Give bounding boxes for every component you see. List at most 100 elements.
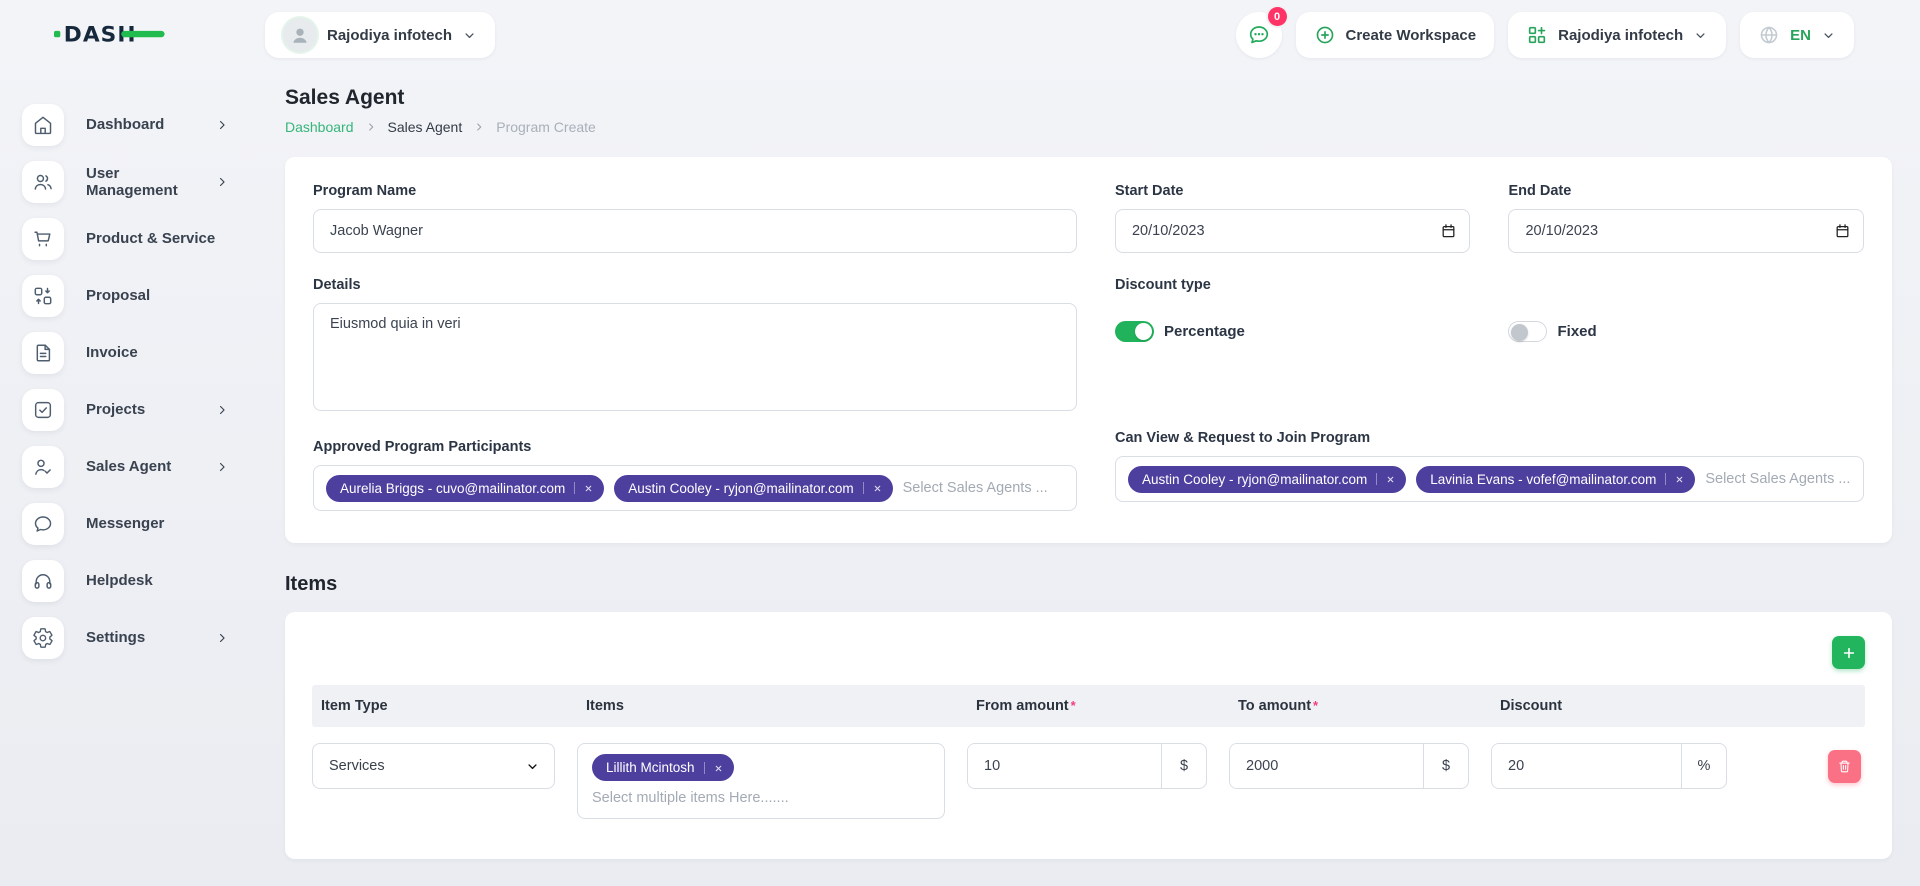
can-view-label: Can View & Request to Join Program (1114, 430, 1371, 446)
remove-tag-icon[interactable] (574, 482, 604, 494)
sidebar-item-projects[interactable]: Projects (22, 381, 265, 438)
details-label: Details (313, 277, 361, 293)
column-header-to-amount: To amount * (1238, 698, 1319, 714)
header-actions: 0 Create Workspace Rajodiya infotech EN (1235, 7, 1854, 58)
breadcrumb-dashboard-link[interactable]: Dashboard (285, 119, 354, 135)
item-type-select[interactable]: Services (312, 743, 555, 789)
page-title: Sales Agent (285, 86, 405, 109)
required-asterisk: * (1070, 698, 1076, 713)
approved-participants-label: Approved Program Participants (313, 439, 532, 455)
discount-type-label: Discount type (1114, 277, 1211, 293)
workspace-selector[interactable]: Rajodiya infotech (265, 12, 496, 58)
add-item-row-button[interactable] (1832, 636, 1865, 669)
to-amount-input[interactable] (1230, 744, 1423, 788)
discount-unit: % (1681, 744, 1726, 788)
can-view-multiselect[interactable]: Austin Cooley - ryjon@mailinator.com Lav… (1114, 456, 1864, 502)
remove-tag-icon[interactable] (862, 482, 893, 494)
language-switcher[interactable]: EN (1740, 12, 1854, 58)
details-textarea[interactable]: Eiusmod quia in veri (313, 303, 1077, 411)
items-card: Item Type Items From amount * To amount * … (285, 612, 1892, 859)
sidebar-item-messenger[interactable]: Messenger (22, 495, 265, 552)
items-table-header: Item Type Items From amount * To amount * … (312, 685, 1865, 727)
sidebar-item-invoice[interactable]: Invoice (22, 324, 265, 381)
required-asterisk: * (1313, 698, 1319, 713)
create-workspace-button[interactable]: Create Workspace (1295, 12, 1495, 58)
chevron-down-icon (1821, 28, 1836, 43)
breadcrumb-current: Program Create (496, 119, 596, 135)
selected-item-tag: Lillith Mcintosh (592, 754, 734, 781)
sidebar-item-user-management[interactable]: User Management (22, 153, 265, 210)
items-table-row: Services Lillith Mcintosh Select multipl… (312, 743, 1865, 819)
from-amount-unit: $ (1161, 744, 1206, 788)
multiselect-placeholder: Select Sales Agents ... (902, 480, 1048, 496)
main-content: Sales Agent Dashboard Sales Agent Progra… (265, 70, 1920, 859)
active-workspace-label: Rajodiya infotech (1558, 26, 1684, 44)
sidebar-item-sales-agent[interactable]: Sales Agent (22, 438, 265, 495)
fixed-toggle[interactable] (1508, 321, 1548, 342)
sidebar-item-helpdesk[interactable]: Helpdesk (22, 552, 265, 609)
start-date-input[interactable] (1114, 209, 1471, 253)
trash-icon (1837, 759, 1852, 774)
item-type-selected-value: Services (329, 758, 385, 774)
chat-icon (1247, 23, 1271, 47)
fixed-toggle-label: Fixed (1557, 323, 1597, 340)
start-date-label: Start Date (1114, 183, 1184, 199)
messages-button[interactable]: 0 (1235, 7, 1287, 58)
brand-logo: DASH (0, 13, 265, 57)
user-avatar (283, 18, 317, 52)
items-section-title: Items (285, 573, 338, 595)
notification-badge: 0 (1267, 7, 1287, 26)
delete-item-row-button[interactable] (1828, 750, 1861, 783)
column-header-items: Items (586, 698, 624, 714)
sidebar-item-dashboard[interactable]: Dashboard (22, 96, 265, 153)
remove-tag-icon[interactable] (1665, 473, 1695, 485)
settings-icon (22, 616, 64, 659)
items-multiselect[interactable]: Lillith Mcintosh Select multiple items H… (577, 743, 945, 819)
breadcrumb: Dashboard Sales Agent Program Create (285, 119, 1892, 135)
remove-tag-icon[interactable] (703, 761, 734, 774)
approved-participants-multiselect[interactable]: Aurelia Briggs - cuvo@mailinator.com Aus… (313, 465, 1077, 511)
chevron-down-icon (525, 759, 540, 774)
chevron-down-icon (1693, 28, 1708, 43)
workspace-selector-label: Rajodiya infotech (327, 26, 453, 44)
calendar-icon[interactable] (1834, 223, 1851, 240)
plus-circle-icon (1314, 24, 1336, 46)
program-form-card: Program Name Details Eiusmod quia in ver… (285, 157, 1892, 543)
discount-input[interactable] (1492, 744, 1681, 788)
language-code: EN (1790, 26, 1811, 44)
cart-icon (22, 217, 64, 260)
chevron-right-icon (215, 175, 229, 189)
from-amount-input[interactable] (968, 744, 1161, 788)
selected-agent-tag: Lavinia Evans - vofef@mailinator.com (1416, 465, 1696, 493)
grid-plus-icon (1526, 24, 1548, 46)
selected-agent-tag: Austin Cooley - ryjon@mailinator.com (614, 474, 893, 502)
calendar-icon[interactable] (1440, 223, 1457, 240)
breadcrumb-sales-agent-link[interactable]: Sales Agent (387, 119, 463, 135)
percentage-toggle[interactable] (1114, 321, 1154, 342)
chevron-right-icon (215, 460, 229, 474)
chevron-right-icon (365, 121, 377, 133)
sidebar-item-proposal[interactable]: Proposal (22, 267, 265, 324)
chevron-right-icon (215, 403, 229, 417)
selected-agent-tag: Austin Cooley - ryjon@mailinator.com (1127, 465, 1407, 493)
sidebar-item-product-service[interactable]: Product & Service (22, 210, 265, 267)
active-workspace-switcher[interactable]: Rajodiya infotech (1508, 12, 1727, 58)
helpdesk-icon (22, 559, 64, 602)
chevron-down-icon (462, 28, 477, 43)
top-bar: DASH Rajodiya infotech 0 Create Workspac… (0, 0, 1920, 70)
sales-agent-icon (22, 445, 64, 488)
multiselect-placeholder: Select Sales Agents ... (1705, 471, 1851, 487)
to-amount-unit: $ (1423, 744, 1468, 788)
chevron-right-icon (215, 631, 229, 645)
sidebar-item-settings[interactable]: Settings (22, 609, 265, 666)
to-amount-group: $ (1229, 743, 1469, 789)
plus-icon (1841, 645, 1857, 661)
projects-icon (22, 388, 64, 431)
remove-tag-icon[interactable] (1376, 473, 1406, 485)
selected-agent-tag: Aurelia Briggs - cuvo@mailinator.com (326, 474, 605, 502)
end-date-input[interactable] (1508, 209, 1864, 253)
chevron-right-icon (215, 118, 229, 132)
program-name-input[interactable] (313, 209, 1077, 253)
program-name-label: Program Name (313, 183, 417, 199)
discount-group: % (1491, 743, 1727, 789)
